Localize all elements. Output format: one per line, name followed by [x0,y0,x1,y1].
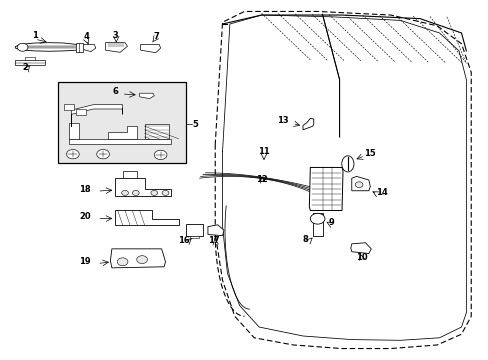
Polygon shape [351,176,369,191]
Polygon shape [115,211,178,225]
Text: 2: 2 [22,63,28,72]
Text: 19: 19 [79,257,91,266]
Polygon shape [76,42,82,51]
Circle shape [151,190,158,195]
Polygon shape [69,123,79,139]
Polygon shape [25,57,35,60]
Circle shape [17,43,28,51]
Polygon shape [76,109,86,116]
Text: 15: 15 [363,149,375,158]
Polygon shape [122,171,137,178]
Polygon shape [64,104,74,110]
Circle shape [122,190,128,195]
FancyBboxPatch shape [58,82,185,163]
Circle shape [154,150,166,159]
Text: 16: 16 [177,236,189,245]
Circle shape [354,182,362,188]
Text: 13: 13 [276,116,288,125]
Polygon shape [144,125,168,139]
Text: 14: 14 [375,188,387,197]
Ellipse shape [341,156,353,172]
Text: 5: 5 [192,120,198,129]
Polygon shape [110,249,165,268]
Polygon shape [71,105,122,127]
Text: 12: 12 [255,175,267,184]
Text: 3: 3 [112,31,118,40]
Polygon shape [115,178,171,196]
Text: 20: 20 [79,212,91,221]
Polygon shape [108,126,137,139]
Circle shape [310,213,325,224]
Text: 7: 7 [154,32,159,41]
Polygon shape [69,139,171,144]
Text: 1: 1 [32,31,38,40]
Text: 11: 11 [258,147,269,156]
Polygon shape [15,42,81,51]
Text: 4: 4 [83,32,89,41]
Circle shape [132,190,139,195]
Polygon shape [207,225,224,235]
Polygon shape [185,224,203,235]
Polygon shape [350,243,370,253]
Polygon shape [303,118,313,130]
Text: 9: 9 [328,218,334,227]
Text: 17: 17 [208,236,220,245]
Polygon shape [82,44,96,51]
Polygon shape [312,213,322,235]
Circle shape [97,149,109,159]
Circle shape [66,149,79,159]
Text: 10: 10 [355,253,366,262]
Circle shape [162,190,168,195]
Text: 8: 8 [302,235,308,244]
Polygon shape [105,42,127,52]
Circle shape [117,258,128,266]
Polygon shape [15,60,44,65]
Text: 18: 18 [79,185,91,194]
Polygon shape [140,93,154,99]
Polygon shape [189,235,198,238]
Polygon shape [309,167,342,211]
Text: 6: 6 [112,87,118,96]
Circle shape [137,256,147,264]
Polygon shape [141,44,160,53]
